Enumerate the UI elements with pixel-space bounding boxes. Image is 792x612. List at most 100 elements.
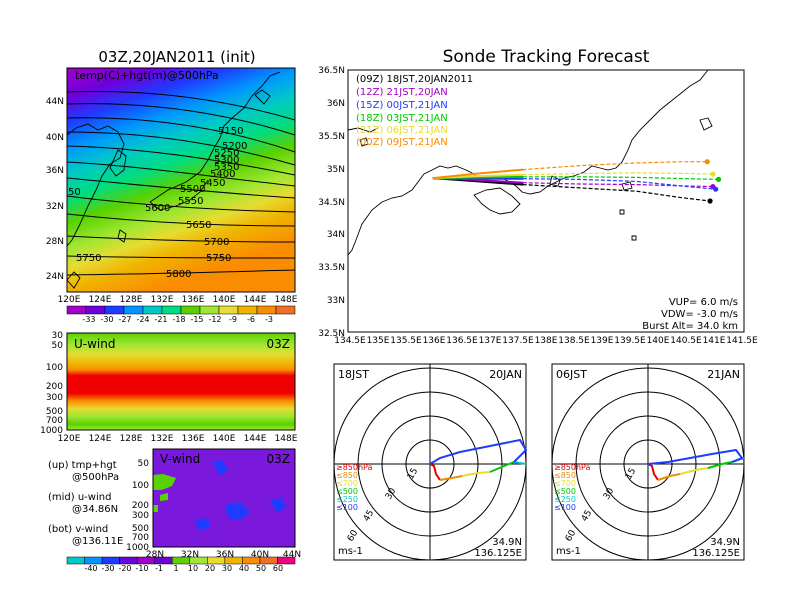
lat-tick: 44N: [283, 550, 301, 560]
colorbar-cell: [85, 305, 106, 315]
temp-lat-ticks: 44N 40N 36N 32N 28N 24N: [46, 97, 64, 282]
colorbar-cell: [237, 305, 258, 315]
lat-tick: 35N: [327, 165, 345, 175]
hodo-trace: [647, 448, 745, 481]
p-tick: 500: [132, 524, 149, 534]
colorbar-cell: [256, 305, 277, 315]
uwind-panel: U-wind 03Z 30 50 100 200 300 500 700 100…: [40, 331, 298, 444]
contour-label: 5800: [166, 269, 191, 280]
lon-tick: 135E: [367, 336, 390, 346]
lon-tick: 140E: [213, 295, 236, 305]
hodograph-right: 15 30 45 60 06JST 21JAN ≥850hPa ≤850 ≤70…: [551, 363, 745, 561]
lon-tick: 144E: [244, 295, 267, 305]
vwind-p-ticks: 50 100 200 300 500 700 1000: [126, 459, 149, 553]
contour-label: 50: [68, 187, 81, 198]
tracking-frame: [347, 69, 745, 333]
tracking-title: Sonde Tracking Forecast: [443, 47, 650, 67]
hodo-time: 06JST: [556, 368, 587, 381]
hodo-units: ms-1: [338, 546, 363, 557]
uwind-p-ticks: 30 50 100 200 300 500 700 1000: [40, 331, 63, 436]
vwind-label: V-wind: [160, 452, 200, 466]
colorbar-cell: [189, 556, 208, 565]
lat-tick: 33.5N: [318, 263, 345, 273]
lat-tick: 34.5N: [318, 198, 345, 208]
colorbar-cell: [66, 556, 85, 565]
legend-entry: (15Z) 00JST,21JAN: [356, 100, 448, 111]
level-label: ≤500: [336, 487, 358, 496]
param-burst: Burst Alt= 34.0 km: [642, 321, 738, 332]
vwind-lat-ticks: 28N 32N 36N 40N 44N: [146, 550, 301, 560]
colorbar-label: -10: [135, 564, 148, 573]
lon-tick: 128E: [120, 434, 143, 444]
ring-label: 15: [406, 467, 420, 482]
lon-tick: 124E: [89, 295, 112, 305]
coastlines: [66, 71, 281, 289]
contour-label: 5450: [200, 178, 225, 189]
wind-colorbar-labels: -40 -30 -20 -10 -1 1 10 20 30 40 50 60: [84, 564, 283, 573]
left-title: 03Z,20JAN2011 (init): [98, 48, 255, 66]
contour-label: 5750: [76, 253, 101, 264]
colorbar-cell: [199, 305, 220, 315]
temp-colorbar-labels: -33 -30 -27 -24 -21 -18 -15 -12 -9 -6 -3: [82, 315, 273, 324]
landing-point: [704, 159, 710, 165]
p-tick: 1000: [126, 543, 149, 553]
legend-entry: (09Z) 18JST,20JAN2011: [356, 74, 473, 85]
lon-tick: 138.5E: [558, 336, 590, 346]
hodo-time: 18JST: [338, 368, 369, 381]
lat-tick: 32N: [181, 550, 199, 560]
colorbar-label: -21: [154, 315, 167, 324]
ring-label: 15: [624, 467, 638, 482]
lon-tick: 140E: [647, 336, 670, 346]
colorbar-cell: [123, 305, 144, 315]
lon-tick: 139.5E: [614, 336, 646, 346]
colorbar-label: 50: [256, 564, 266, 573]
track-lines: [432, 159, 722, 204]
colorbar-cell: [136, 556, 155, 565]
colorbar-cell: [161, 305, 182, 315]
colorbar-cell: [275, 305, 296, 315]
contour-label: 5400: [210, 169, 235, 180]
hodo-lat: 34.9N: [492, 537, 522, 548]
colorbar-cell: [242, 556, 261, 565]
legend-entry: (21Z) 06JST,21JAN: [356, 125, 448, 136]
landing-point: [707, 198, 713, 204]
hodo-trace: [429, 438, 528, 481]
ring-label: 45: [580, 509, 594, 524]
track-ascent: [432, 168, 524, 180]
tracking-lon-ticks: 134.5E 135E 135.5E 136E 136.5E 137E 137.…: [334, 336, 758, 346]
lon-tick: 141.5E: [726, 336, 758, 346]
lon-tick: 132E: [151, 434, 174, 444]
colorbar-cell: [180, 305, 201, 315]
tracking-panel: Sonde Tracking Forecast (09Z) 18JST,20JA…: [318, 47, 758, 346]
lon-tick: 138E: [535, 336, 558, 346]
contour-label: 5700: [204, 237, 229, 248]
level-label: ≤100: [554, 503, 576, 512]
colorbar-cell: [104, 305, 125, 315]
uwind-lon-ticks: 120E 124E 128E 132E 136E 140E 144E 148E: [58, 434, 298, 444]
tracking-params: VUP= 6.0 m/s VDW= -3.0 m/s Burst Alt= 34…: [642, 297, 738, 332]
contour-label: 5650: [186, 220, 211, 231]
p-tick: 200: [132, 501, 149, 511]
hodo-date: 20JAN: [489, 368, 522, 381]
colorbar-label: 40: [239, 564, 249, 573]
lon-tick: 136E: [182, 434, 205, 444]
level-label: ≤500: [554, 487, 576, 496]
level-label: ≤700: [554, 479, 576, 488]
lon-tick: 137E: [479, 336, 502, 346]
lat-tick: 32N: [46, 202, 64, 212]
contour-label: 5200: [222, 141, 247, 152]
colorbar-label: -1: [155, 564, 163, 573]
p-tick: 50: [52, 341, 64, 351]
contour-label: 5250: [214, 148, 239, 159]
colorbar-label: 10: [188, 564, 198, 573]
lat-tick: 36.5N: [318, 66, 345, 76]
lat-tick: 40N: [251, 550, 269, 560]
temp-map-frame: [66, 67, 296, 293]
colorbar-cell: [171, 556, 191, 565]
level-label: ≤250: [554, 495, 576, 504]
legend-line: (mid) u-wind: [48, 492, 111, 503]
uwind-field: [67, 333, 295, 430]
param-vup: VUP= 6.0 m/s: [669, 297, 738, 308]
p-tick: 50: [138, 459, 150, 469]
hodo-lon: 136.125E: [692, 548, 740, 559]
